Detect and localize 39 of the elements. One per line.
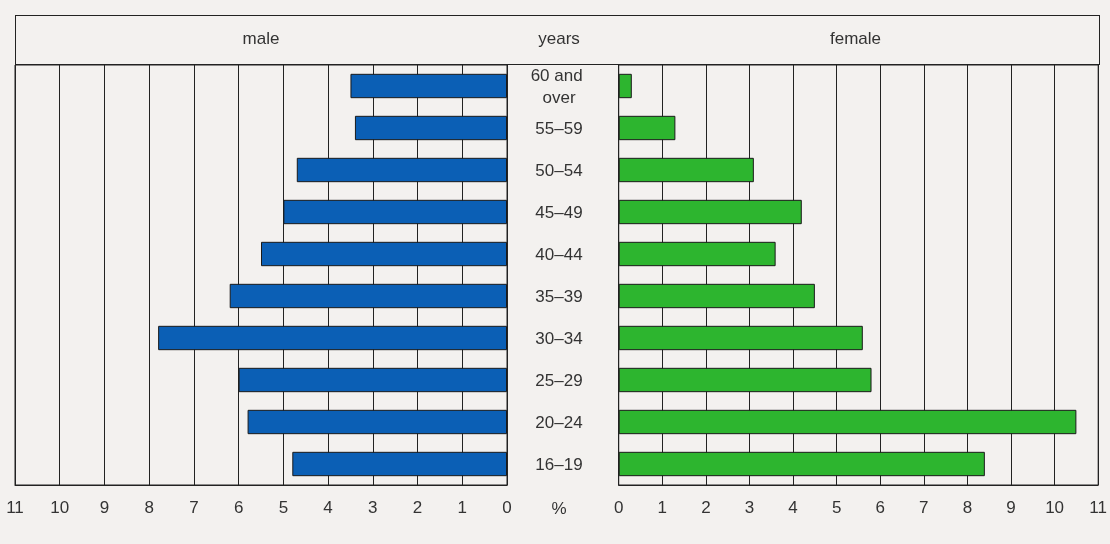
chart-title: male xyxy=(242,28,280,48)
x-tick-label: 0 xyxy=(502,498,512,517)
x-tick-label: 10 xyxy=(1045,498,1065,517)
x-tick-label: 3 xyxy=(368,498,378,517)
y-tick-label: 20–24 xyxy=(535,412,583,432)
x-tick-label: 7 xyxy=(919,498,929,517)
x-tick-label: 9 xyxy=(99,498,110,517)
x-tick-label: 3 xyxy=(744,498,755,517)
y-tick-label: 50–54 xyxy=(535,160,583,180)
x-tick-label: 8 xyxy=(144,498,154,517)
x-tick-label: 9 xyxy=(1006,498,1016,517)
y-tick-label: 55–59 xyxy=(535,118,583,138)
x-tick-label: 8 xyxy=(962,498,973,517)
y-tick-label: 35–39 xyxy=(535,286,583,306)
x-tick-label: 6 xyxy=(875,498,885,517)
y-tick-label: 45–49 xyxy=(535,202,583,222)
x-tick-label: 0 xyxy=(613,498,624,517)
y-tick-label: 40–44 xyxy=(535,244,583,264)
bar xyxy=(618,73,632,99)
x-tick-label: 11 xyxy=(1089,498,1107,517)
x-tick-label: 2 xyxy=(412,498,423,517)
y-tick-label: 25–29 xyxy=(535,370,583,390)
x-axis-title: % xyxy=(551,498,567,518)
x-tick-label: 10 xyxy=(50,498,70,517)
x-tick-label: 1 xyxy=(457,498,468,517)
y-tick-label: 30–34 xyxy=(535,328,583,348)
x-tick-label: 5 xyxy=(831,498,842,517)
x-tick-label: 5 xyxy=(278,498,289,517)
x-tick-label: 4 xyxy=(323,498,333,517)
x-tick-label: 7 xyxy=(189,498,199,517)
x-tick-label: 4 xyxy=(788,498,798,517)
x-tick-label: 1 xyxy=(657,498,668,517)
x-tick-label: 6 xyxy=(233,498,244,517)
x-tick-label: 11 xyxy=(6,498,24,517)
x-tick-label: 2 xyxy=(701,498,711,517)
y-tick-label: 60 and over xyxy=(530,65,588,107)
y-tick-label: 16–19 xyxy=(535,454,583,474)
chart-title: female xyxy=(829,28,882,48)
y-axis-title: years xyxy=(538,28,580,48)
